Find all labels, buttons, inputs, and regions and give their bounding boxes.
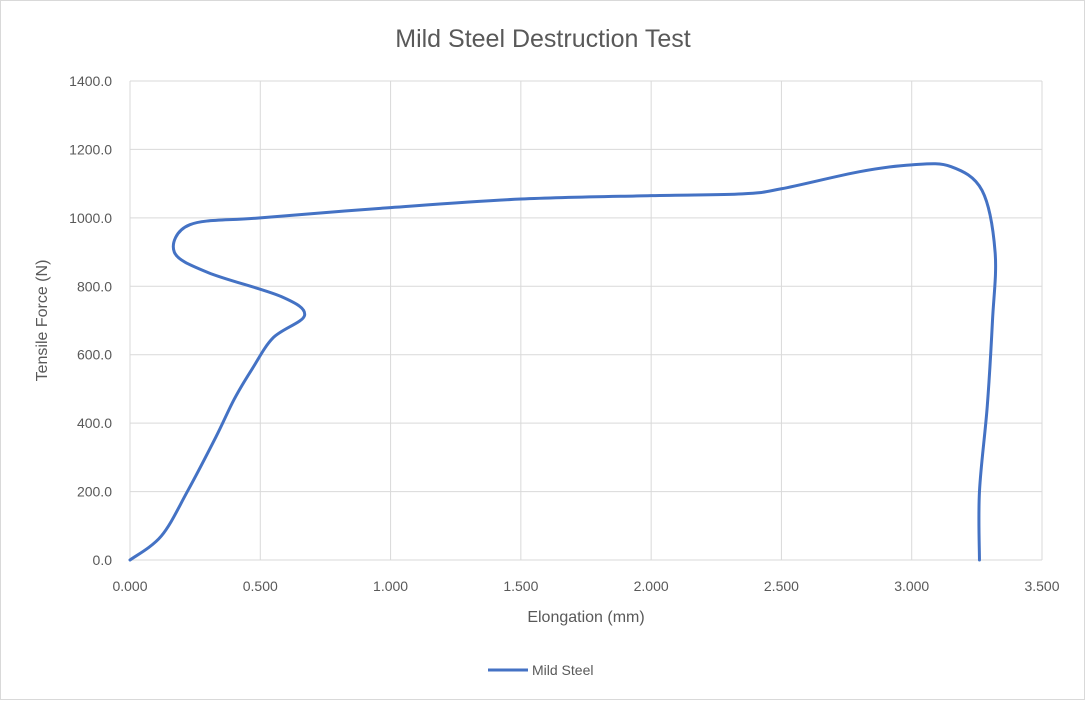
x-tick-label: 2.500: [764, 578, 799, 594]
series-line-mild-steel: [128, 162, 998, 562]
x-tick-label: 0.500: [243, 578, 278, 594]
x-tick-label: 3.000: [894, 578, 929, 594]
legend: Mild Steel: [488, 662, 593, 678]
x-tick-label: 1.500: [503, 578, 538, 594]
y-axis-ticks: 0.0 200.0 400.0 600.0 800.0 1000.0 1200.0 1400.…: [69, 73, 112, 568]
y-tick-label: 800.0: [77, 278, 112, 294]
x-tick-label: 2.000: [634, 578, 669, 594]
x-tick-label: 1.000: [373, 578, 408, 594]
y-tick-label: 1200.0: [69, 141, 112, 157]
y-tick-label: 1400.0: [69, 73, 112, 89]
y-tick-label: 400.0: [77, 415, 112, 431]
x-axis-ticks: 0.000 0.500 1.000 1.500 2.000 2.500 3.000 3.500: [112, 578, 1059, 594]
legend-label-mild-steel: Mild Steel: [532, 662, 593, 678]
series-layer: [128, 162, 998, 562]
y-tick-label: 0.0: [93, 552, 113, 568]
x-tick-label: 0.000: [112, 578, 147, 594]
x-axis-title: Elongation (mm): [527, 609, 644, 626]
y-axis-title: Tensile Force (N): [34, 260, 51, 382]
y-tick-label: 1000.0: [69, 210, 112, 226]
x-tick-label: 3.500: [1024, 578, 1059, 594]
gridlines: [129, 80, 1043, 561]
y-tick-label: 600.0: [77, 347, 112, 363]
chart-title: Mild Steel Destruction Test: [395, 25, 691, 53]
y-tick-label: 200.0: [77, 484, 112, 500]
